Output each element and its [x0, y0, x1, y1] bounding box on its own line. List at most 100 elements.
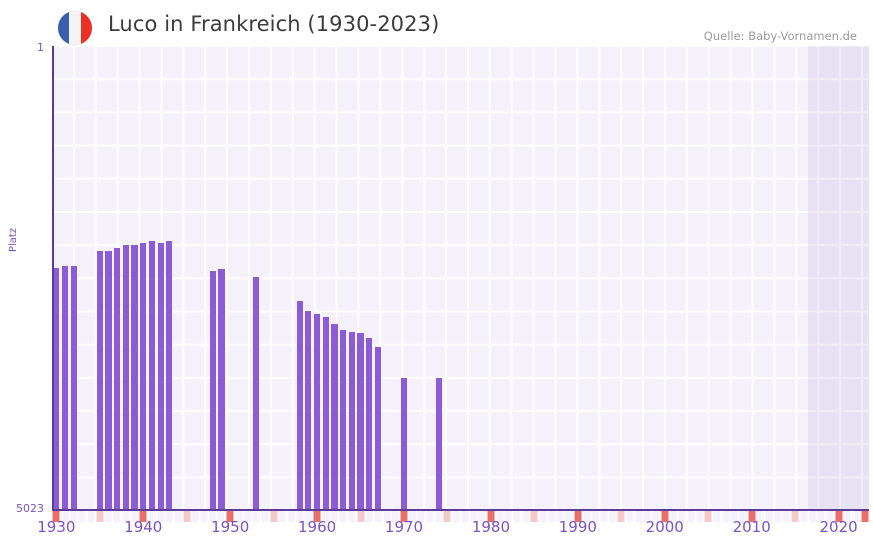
x-axis-marker-cell	[104, 511, 112, 522]
bar[interactable]	[400, 378, 408, 510]
x-axis-marker-cell	[461, 511, 469, 522]
x-axis-marker-cell	[583, 511, 591, 522]
x-axis-marker-cell	[200, 511, 208, 522]
y-axis-title: Platz	[8, 227, 19, 252]
bar[interactable]	[313, 314, 321, 510]
x-axis-marker-cell	[739, 511, 747, 522]
x-axis-marker	[704, 511, 712, 522]
x-axis-marker-cell	[809, 511, 816, 522]
x-axis-marker-cell	[322, 511, 330, 522]
x-axis-marker-cell	[365, 511, 373, 522]
france-flag-icon	[58, 11, 92, 45]
bar[interactable]	[374, 347, 382, 510]
x-axis-marker-cell	[122, 511, 130, 522]
bar[interactable]	[435, 378, 442, 510]
bar[interactable]	[131, 245, 138, 510]
x-axis-tick-label: 1930	[37, 518, 76, 536]
x-axis-tick-label: 1950	[211, 518, 250, 536]
bar[interactable]	[114, 248, 121, 510]
x-axis-marker	[357, 511, 365, 522]
x-axis-marker-cell	[304, 511, 312, 522]
x-axis-marker-cell	[609, 511, 617, 522]
bars-layer	[52, 46, 869, 510]
x-axis-marker-cell	[548, 511, 556, 522]
bar[interactable]	[140, 243, 147, 510]
x-axis-marker-cell	[843, 511, 851, 522]
bar[interactable]	[296, 301, 303, 510]
x-axis-marker-cell	[174, 511, 182, 522]
x-axis-marker-cell	[782, 511, 790, 522]
x-axis-marker	[487, 511, 495, 522]
x-axis-marker-cell	[217, 511, 225, 522]
x-axis-marker-cell	[452, 511, 460, 522]
x-axis-marker-cell	[435, 511, 443, 522]
bar[interactable]	[331, 324, 338, 510]
x-axis-marker-cell	[409, 511, 417, 522]
x-axis-marker-cell	[713, 511, 721, 522]
bar[interactable]	[366, 338, 373, 510]
x-axis-tick-label: 1980	[471, 518, 510, 536]
x-axis-marker-cell	[61, 511, 69, 522]
x-axis-marker-cell	[696, 511, 704, 522]
x-axis-marker-cell	[70, 511, 78, 522]
x-axis-tick-label: 2020	[819, 518, 858, 536]
x-axis-marker-cell	[643, 511, 651, 522]
x-axis-marker-cell	[652, 511, 660, 522]
x-axis-marker-cell	[669, 511, 677, 522]
x-axis-marker-cell	[209, 511, 217, 522]
bar[interactable]	[61, 266, 69, 510]
x-axis-marker	[270, 511, 278, 522]
x-axis-marker-cell	[391, 511, 399, 522]
bar[interactable]	[53, 268, 60, 510]
bar[interactable]	[166, 241, 173, 510]
x-axis-marker-cell	[800, 511, 808, 522]
x-axis-marker-cell	[157, 511, 165, 522]
chart-title: Luco in Frankreich (1930-2023)	[108, 12, 440, 36]
y-axis-tick-top: 1	[37, 41, 44, 54]
bar[interactable]	[357, 333, 364, 510]
bar[interactable]	[96, 251, 103, 510]
x-axis-marker-cell	[504, 511, 512, 522]
bar[interactable]	[322, 317, 329, 510]
bar[interactable]	[348, 332, 355, 510]
plot-gridlines	[52, 46, 869, 510]
x-axis-marker	[96, 511, 104, 522]
bar[interactable]	[305, 311, 312, 510]
x-axis-marker	[52, 511, 60, 522]
bar[interactable]	[218, 269, 225, 510]
x-axis-marker	[443, 511, 451, 522]
projection-band	[808, 46, 869, 510]
x-axis-marker-cell	[148, 511, 156, 522]
bar[interactable]	[122, 245, 129, 510]
x-axis-marker-cell	[600, 511, 608, 522]
bar[interactable]	[253, 277, 260, 510]
x-axis-marker-cell	[252, 511, 260, 522]
bar[interactable]	[105, 251, 112, 510]
x-axis-marker-cell	[261, 511, 269, 522]
bar[interactable]	[340, 330, 347, 510]
x-axis-tick-label: 1940	[124, 518, 163, 536]
x-axis-marker-cell	[417, 511, 425, 522]
x-axis-marker	[530, 511, 538, 522]
x-axis-marker-cell	[470, 511, 478, 522]
x-axis-marker	[139, 511, 147, 522]
x-axis-marker-cell	[131, 511, 139, 522]
bar[interactable]	[209, 271, 216, 510]
y-axis-tick-bottom: 5023	[16, 502, 44, 515]
x-axis-marker-cell	[817, 511, 825, 522]
x-axis-marker	[574, 511, 582, 522]
x-axis-marker-cell	[165, 511, 173, 522]
x-axis-marker	[183, 511, 191, 522]
x-axis-marker-cell	[678, 511, 686, 522]
plot-area	[52, 46, 869, 510]
x-axis-marker-cell	[722, 511, 730, 522]
x-axis-marker-cell	[244, 511, 252, 522]
bar[interactable]	[148, 241, 156, 510]
x-axis-marker-cell	[87, 511, 95, 522]
bar[interactable]	[157, 243, 164, 510]
x-axis-marker-cell	[774, 511, 782, 522]
flag-stripe-blue	[58, 11, 70, 45]
x-axis-marker	[748, 511, 756, 522]
x-axis-tick-label: 2010	[732, 518, 771, 536]
bar[interactable]	[70, 266, 77, 510]
